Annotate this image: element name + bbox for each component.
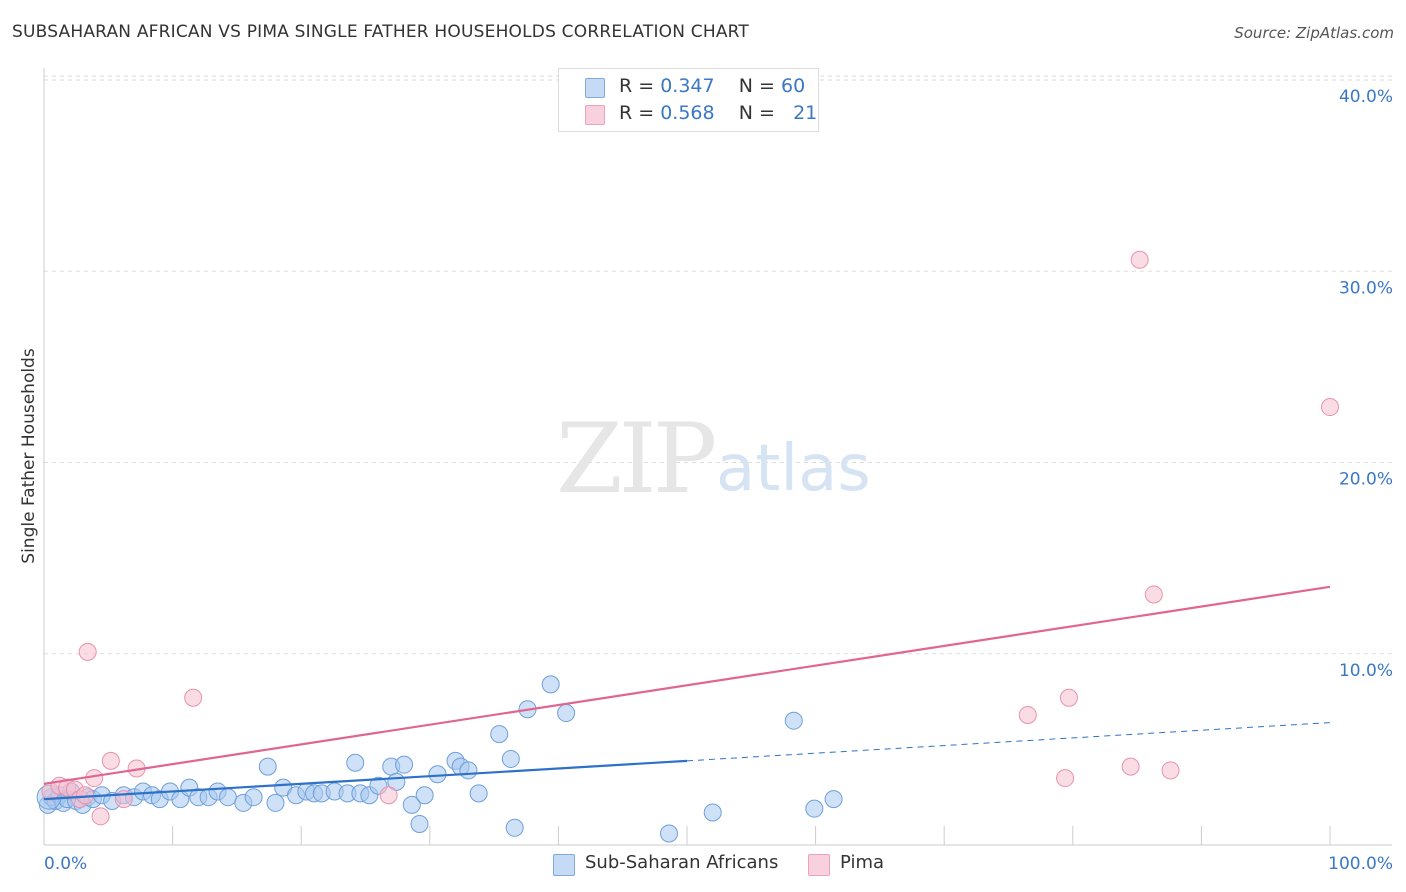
legend-n-value: 21: [793, 102, 818, 124]
data-point-pima: [78, 642, 97, 661]
data-point-pima: [184, 688, 203, 707]
grid-lines: [44, 75, 1392, 655]
legend-r-value: 0.347: [660, 75, 715, 97]
data-point-sub-saharan: [258, 757, 277, 776]
data-point-sub-saharan: [784, 711, 803, 730]
series-pima-points: [41, 250, 1339, 826]
data-point-sub-saharan: [415, 786, 434, 805]
data-point-sub-saharan: [244, 788, 263, 807]
svg-text:ZIP: ZIP: [556, 403, 715, 515]
legend: R = 0.347 N = 60 R = 0.568 N = 21: [558, 68, 819, 132]
data-point-pima: [379, 786, 398, 805]
data-point-sub-saharan: [346, 753, 365, 772]
trend-line-pima: [43, 585, 1331, 785]
bottom-legend-swatch-blue: [553, 854, 575, 876]
data-point-pima: [1121, 757, 1140, 776]
data-point-sub-saharan: [805, 799, 824, 818]
data-point-pima: [1321, 398, 1339, 417]
data-point-pima: [101, 751, 120, 770]
data-point-sub-saharan: [703, 803, 722, 822]
legend-n-value: 60: [781, 75, 806, 97]
data-point-pima: [1056, 769, 1075, 788]
bottom-legend-label: Pima: [840, 852, 885, 873]
trend-lines: [43, 585, 1331, 801]
data-point-sub-saharan: [218, 788, 237, 807]
legend-r-label: R =: [619, 75, 661, 97]
data-point-pima: [1018, 705, 1037, 724]
legend-n-label: N =: [738, 102, 781, 124]
legend-r-value: 0.568: [660, 102, 715, 124]
data-point-pima: [1161, 761, 1180, 780]
data-point-sub-saharan: [266, 793, 285, 812]
trend-line-sub-saharan: [43, 759, 688, 801]
data-point-sub-saharan: [501, 749, 520, 768]
data-point-sub-saharan: [395, 755, 414, 774]
series-sub-saharan-points: [36, 675, 843, 843]
y-tick-label: 30.0%: [1339, 278, 1393, 298]
data-point-sub-saharan: [469, 784, 488, 803]
svg-text:atlas: atlas: [716, 432, 871, 506]
bottom-legend: Sub-Saharan Africans Pima: [0, 852, 1406, 878]
data-point-pima: [1144, 585, 1163, 604]
legend-swatch-blue: [585, 78, 605, 98]
bottom-legend-label: Sub-Saharan Africans: [585, 852, 779, 873]
source-label: Source: ZipAtlas.com: [1234, 24, 1394, 42]
watermark-zip: ZIP: [556, 403, 715, 515]
y-tick-label: 40.0%: [1339, 87, 1393, 107]
data-point-pima: [91, 807, 110, 826]
bottom-legend-swatch-pink: [808, 854, 830, 876]
y-axis-label: Single Father Households: [19, 348, 39, 564]
data-point-sub-saharan: [459, 761, 478, 780]
tick-labels: 10.0% 20.0% 30.0% 40.0% 0.0% 100.0%: [44, 87, 1393, 874]
legend-r-label: R =: [619, 102, 661, 124]
y-tick-label: 10.0%: [1339, 661, 1393, 681]
data-point-pima: [1130, 250, 1149, 269]
legend-swatch-pink: [585, 105, 605, 125]
x-tick-label: 0.0%: [44, 854, 87, 874]
trend-line-sub-saharan-extension: [686, 722, 1331, 762]
data-point-sub-saharan: [824, 790, 843, 809]
watermark: ZIP atlas: [556, 403, 871, 515]
watermark-atlas: atlas: [716, 432, 871, 506]
data-point-sub-saharan: [410, 814, 429, 833]
x-tick-label: 100.0%: [1328, 854, 1393, 874]
data-point-sub-saharan: [490, 725, 509, 744]
data-point-sub-saharan: [402, 795, 421, 814]
data-point-pima: [1059, 688, 1078, 707]
data-point-sub-saharan: [505, 818, 524, 837]
data-point-sub-saharan: [541, 675, 560, 694]
data-point-sub-saharan: [557, 704, 576, 723]
chart-title: SUBSAHARAN AFRICAN VS PIMA SINGLE FATHER…: [12, 22, 750, 42]
legend-n-label: N =: [738, 75, 781, 97]
data-point-sub-saharan: [659, 824, 678, 843]
y-tick-label: 20.0%: [1339, 470, 1393, 490]
axes: [43, 68, 1392, 846]
